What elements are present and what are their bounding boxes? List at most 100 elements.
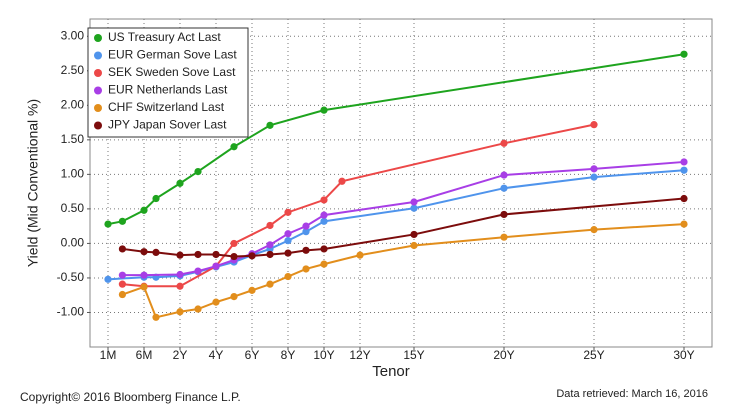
data-point xyxy=(212,250,220,259)
data-point xyxy=(248,252,256,260)
x-tick-label: 30Y xyxy=(673,348,694,362)
data-point xyxy=(284,230,292,238)
data-point xyxy=(410,198,418,206)
data-point xyxy=(500,184,508,192)
legend-label: EUR German Sove Last xyxy=(108,48,237,62)
y-tick-label: 0.00 xyxy=(61,236,85,250)
x-tick-label: 25Y xyxy=(583,348,604,362)
legend-swatch xyxy=(94,86,102,95)
data-point xyxy=(176,179,184,187)
data-point xyxy=(266,250,274,259)
data-point xyxy=(248,286,256,294)
data-point xyxy=(302,246,310,254)
data-point xyxy=(320,211,328,219)
legend-swatch xyxy=(94,34,102,42)
data-point xyxy=(176,282,184,290)
data-point xyxy=(680,220,688,228)
legend-box xyxy=(87,27,249,138)
data-point xyxy=(284,237,292,245)
legend-label: CHF Switzerland Last xyxy=(108,100,225,114)
data-point xyxy=(320,106,328,114)
data-point xyxy=(194,267,202,275)
data-point xyxy=(152,194,160,203)
data-point xyxy=(266,241,274,249)
data-point xyxy=(320,217,328,225)
legend-label: US Treasury Act Last xyxy=(108,30,221,44)
x-tick-label: 6M xyxy=(136,348,153,362)
x-tick-label: 1M xyxy=(100,348,117,362)
data-point xyxy=(284,249,292,257)
data-point xyxy=(152,248,160,256)
y-tick-label: -0.50 xyxy=(57,270,85,284)
data-point xyxy=(680,158,688,166)
data-point xyxy=(118,271,126,279)
data-point xyxy=(176,270,184,279)
data-point xyxy=(104,220,112,228)
data-point xyxy=(140,248,148,256)
legend-swatch xyxy=(94,51,102,60)
data-point xyxy=(118,290,126,299)
data-point xyxy=(680,166,688,174)
data-point xyxy=(266,280,274,288)
data-point xyxy=(410,204,418,212)
y-tick-label: 2.50 xyxy=(61,63,85,77)
data-point xyxy=(590,226,598,234)
legend-swatch xyxy=(94,121,102,130)
data-point xyxy=(140,283,148,291)
data-point xyxy=(590,121,598,129)
data-point xyxy=(410,241,418,250)
data-point xyxy=(152,313,160,321)
data-point xyxy=(230,292,238,301)
data-point xyxy=(500,139,508,147)
data-point xyxy=(212,298,220,306)
data-point xyxy=(320,245,328,253)
data-point xyxy=(140,206,148,214)
data-point xyxy=(284,208,292,216)
data-point xyxy=(104,275,112,283)
y-tick-label: 2.00 xyxy=(61,97,85,111)
data-point xyxy=(176,251,184,259)
data-point xyxy=(302,265,310,273)
data-point xyxy=(590,173,598,181)
data-point xyxy=(500,233,508,241)
y-tick-label: 1.00 xyxy=(61,167,85,181)
y-tick-label: 0.50 xyxy=(61,201,85,215)
y-axis-label: Yield (Mid Conventional %) xyxy=(25,99,41,267)
series-line xyxy=(107,169,685,281)
copyright: Copyright© 2016 Bloomberg Finance L.P. xyxy=(20,390,241,404)
data-point xyxy=(338,177,346,185)
legend-swatch xyxy=(94,69,102,77)
retrieved-note: Data retrieved: March 16, 2016 xyxy=(556,388,708,400)
data-point xyxy=(266,121,274,129)
data-point xyxy=(118,217,126,225)
data-point xyxy=(118,245,126,253)
data-point xyxy=(230,239,238,248)
data-point xyxy=(680,194,688,203)
x-tick-label: 8Y xyxy=(281,348,296,362)
data-point xyxy=(302,222,310,230)
y-tick-label: 1.50 xyxy=(61,132,85,146)
data-point xyxy=(194,250,202,259)
legend-label: EUR Netherlands Last xyxy=(108,83,228,97)
y-tick-label: -1.00 xyxy=(57,305,85,319)
legend-label: JPY Japan Sover Last xyxy=(108,118,227,132)
x-tick-label: 4Y xyxy=(209,348,224,362)
legend-label: SEK Sweden Sove Last xyxy=(108,65,236,79)
data-point xyxy=(194,168,202,176)
data-point xyxy=(320,196,328,204)
x-tick-label: 2Y xyxy=(173,348,188,362)
data-point xyxy=(410,230,418,239)
data-point xyxy=(266,221,274,230)
x-tick-label: 15Y xyxy=(403,348,424,362)
legend-swatch xyxy=(94,104,102,112)
y-tick-label: 3.00 xyxy=(61,28,85,42)
data-point xyxy=(284,272,292,281)
data-point xyxy=(500,171,508,179)
data-point xyxy=(302,228,310,236)
data-point xyxy=(230,252,238,261)
data-point xyxy=(230,143,238,151)
data-point xyxy=(590,165,598,173)
x-tick-label: 20Y xyxy=(493,348,514,362)
